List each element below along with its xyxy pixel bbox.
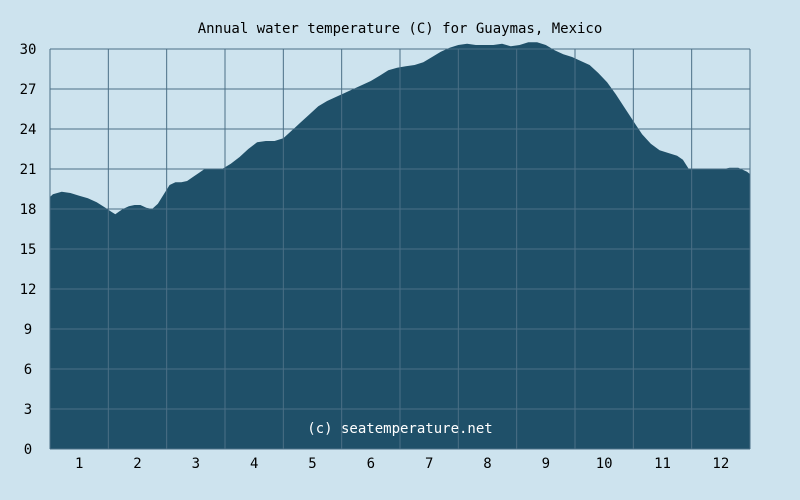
chart-title: Annual water temperature (C) for Guaymas… — [198, 21, 603, 37]
y-tick-label: 0 — [24, 442, 32, 458]
y-tick-label: 12 — [20, 282, 37, 298]
x-tick-label: 10 — [596, 456, 613, 472]
x-tick-label: 1 — [75, 456, 83, 472]
y-tick-label: 21 — [20, 162, 37, 178]
x-tick-label: 2 — [133, 456, 141, 472]
y-tick-label: 30 — [20, 42, 37, 58]
y-tick-label: 18 — [20, 202, 37, 218]
y-tick-label: 24 — [20, 122, 37, 138]
x-tick-label: 6 — [367, 456, 375, 472]
x-tick-label: 5 — [308, 456, 316, 472]
x-tick-label: 3 — [192, 456, 200, 472]
x-tick-label: 11 — [654, 456, 671, 472]
y-tick-label: 15 — [20, 242, 37, 258]
credit-text: (c) seatemperature.net — [307, 421, 492, 437]
y-tick-label: 27 — [20, 82, 37, 98]
x-tick-label: 4 — [250, 456, 258, 472]
x-tick-label: 8 — [483, 456, 491, 472]
y-axis: 0 3 6 9 12 15 18 21 24 27 30 — [20, 42, 37, 458]
y-tick-label: 3 — [24, 402, 32, 418]
x-tick-label: 9 — [542, 456, 550, 472]
y-tick-label: 9 — [24, 322, 32, 338]
y-tick-label: 6 — [24, 362, 32, 378]
x-axis: 1 2 3 4 5 6 7 8 9 10 11 12 — [75, 456, 729, 472]
grid-layer — [49, 48, 751, 450]
x-tick-label: 7 — [425, 456, 433, 472]
x-tick-label: 12 — [712, 456, 729, 472]
